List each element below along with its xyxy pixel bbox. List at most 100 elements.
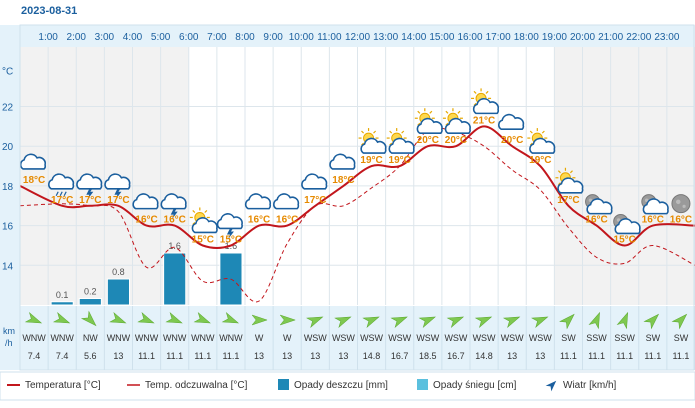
wind-speed-label: 14.8 xyxy=(363,351,381,361)
hour-tick-label: 3:00 xyxy=(95,32,115,43)
cloud-icon xyxy=(244,193,272,210)
hour-tick-label: 23:00 xyxy=(654,32,679,43)
wind-speed-label: 11.1 xyxy=(138,351,155,361)
thunder-cloud-icon xyxy=(76,173,103,200)
temperature-label: 17°C xyxy=(51,195,73,206)
wind-direction-label: NW xyxy=(83,333,98,343)
wind-direction-label: WNW xyxy=(135,333,159,343)
y-tick-label: 22 xyxy=(2,103,14,114)
wind-direction-label: WNW xyxy=(107,333,131,343)
wind-speed-label: 11.1 xyxy=(560,351,577,361)
temperature-label: 19°C xyxy=(389,155,411,166)
hour-tick-label: 12:00 xyxy=(345,32,370,43)
wind-direction-label: WSW xyxy=(473,333,496,343)
rain-value-label: 1.6 xyxy=(168,241,181,251)
wind-speed-label: 11.1 xyxy=(223,351,240,361)
wind-direction-label: WSW xyxy=(416,333,439,343)
wind-speed-label: 13 xyxy=(254,351,264,361)
wind-direction-label: WSW xyxy=(332,333,355,343)
y-axis-band xyxy=(0,25,20,370)
cloud-icon xyxy=(19,153,47,170)
wind-arrow xyxy=(502,316,521,329)
legend-wind-label: Wiatr [km/h] xyxy=(563,380,617,391)
wind-arrow xyxy=(362,316,380,329)
wind-direction-label: WNW xyxy=(22,333,46,343)
wind-speed-label: 11.1 xyxy=(588,351,605,361)
wind-arrow xyxy=(251,314,268,326)
wind-speed-label: 18.5 xyxy=(419,351,437,361)
temperature-label: 16°C xyxy=(248,215,270,226)
legend-wind-arrow xyxy=(545,380,557,392)
wind-speed-label: 11.1 xyxy=(673,351,690,361)
wind-arrow xyxy=(24,311,43,324)
y-tick-label: 20 xyxy=(2,142,14,153)
legend-temperature-label: Temperatura [°C] xyxy=(25,380,101,391)
wind-direction-label: WNW xyxy=(163,333,187,343)
wind-direction-label: SW xyxy=(646,333,661,343)
hour-tick-label: 17:00 xyxy=(486,32,511,43)
rain-value-label: 0.1 xyxy=(56,290,69,300)
wind-arrow xyxy=(588,311,600,330)
wind-speed-label: 13 xyxy=(282,351,292,361)
wind-arrow xyxy=(279,314,296,326)
moon-icon xyxy=(671,194,691,214)
legend-snow-label: Opady śniegu [cm] xyxy=(433,380,517,391)
wind-speed-label: 14.8 xyxy=(475,351,493,361)
wind-arrow xyxy=(559,313,575,330)
legend-rain-label: Opady deszczu [mm] xyxy=(294,380,388,391)
temperature-label: 16°C xyxy=(670,215,692,226)
wind-direction-label: WSW xyxy=(501,333,524,343)
wind-speed-label: 11.1 xyxy=(644,351,661,361)
wind-speed-label: 7.4 xyxy=(28,351,41,361)
wind-arrow xyxy=(221,311,240,324)
wind-arrow xyxy=(109,311,127,324)
rain-bar xyxy=(78,298,102,306)
hour-tick-label: 13:00 xyxy=(373,32,398,43)
cloud-icon xyxy=(273,193,300,210)
sun-cloud-icon xyxy=(358,128,387,154)
y-axis-unit: °C xyxy=(2,67,13,78)
wind-arrow xyxy=(531,316,549,329)
temperature-label: 18°C xyxy=(332,175,354,186)
hour-tick-label: 6:00 xyxy=(179,32,199,43)
temperature-label: 20°C xyxy=(417,135,439,146)
temperature-label: 21°C xyxy=(473,115,495,126)
wind-arrow xyxy=(306,316,324,329)
wind-arrow xyxy=(671,313,688,330)
wind-unit-bottom: /h xyxy=(5,338,13,348)
hour-tick-label: 4:00 xyxy=(123,32,143,43)
temperature-label: 18°C xyxy=(23,175,45,186)
temperature-label: 17°C xyxy=(79,195,101,206)
cloud-icon xyxy=(301,173,328,190)
wind-direction-label: WSW xyxy=(444,333,467,343)
wind-direction-label: SW xyxy=(561,333,576,343)
temperature-label: 16°C xyxy=(164,215,186,226)
hour-tick-label: 15:00 xyxy=(429,32,454,43)
wind-direction-label: WNW xyxy=(219,333,243,343)
temperature-label: 19°C xyxy=(360,155,382,166)
wind-speed-label: 13 xyxy=(310,351,320,361)
rain-bar xyxy=(50,301,74,306)
temperature-line xyxy=(19,125,695,249)
rain-cloud-icon xyxy=(48,173,75,197)
hour-tick-label: 14:00 xyxy=(401,32,426,43)
hour-tick-label: 10:00 xyxy=(289,32,314,43)
temperature-label: 17°C xyxy=(107,195,129,206)
sun-cloud-icon xyxy=(414,108,443,135)
hour-tick-label: 5:00 xyxy=(151,32,171,43)
wind-arrow xyxy=(334,316,352,329)
moon-cloud-icon xyxy=(585,194,613,215)
wind-direction-label: SSW xyxy=(614,333,635,343)
sun-cloud-icon xyxy=(555,167,584,194)
moon-cloud-icon xyxy=(613,213,641,235)
wind-direction-label: W xyxy=(255,333,264,343)
thunder-cloud-icon xyxy=(216,213,243,240)
wind-direction-label: WNW xyxy=(50,333,74,343)
hour-tick-label: 9:00 xyxy=(263,32,283,43)
wind-arrow xyxy=(193,311,211,324)
wind-arrow xyxy=(137,311,155,324)
cloud-icon xyxy=(498,113,525,131)
temperature-label: 16°C xyxy=(135,215,157,226)
temperature-label: 16°C xyxy=(585,215,607,226)
sun-cloud-icon xyxy=(442,108,471,135)
